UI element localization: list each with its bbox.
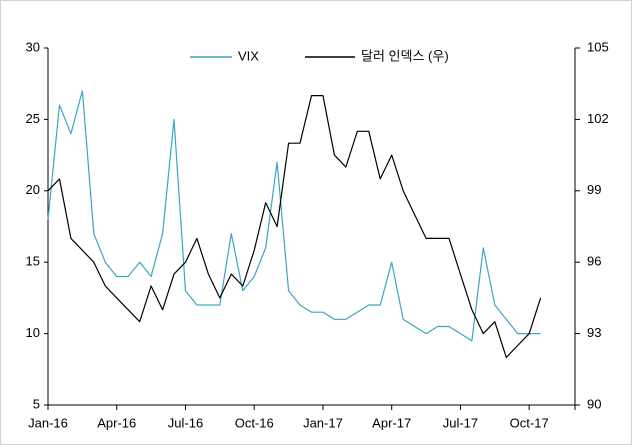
x-tick-label: Jan-16 <box>28 415 68 430</box>
x-tick-label: Apr-16 <box>97 415 136 430</box>
x-tick-label: Apr-17 <box>372 415 411 430</box>
y2-tick-label: 90 <box>587 396 601 411</box>
y-tick-label: 30 <box>26 39 40 54</box>
y-tick-label: 15 <box>26 254 40 269</box>
y2-tick-label: 99 <box>587 182 601 197</box>
y2-tick-label: 102 <box>587 111 609 126</box>
y-tick-label: 20 <box>26 182 40 197</box>
series-line <box>47 95 542 358</box>
legend-label: VIX <box>238 48 259 63</box>
series-line <box>47 90 541 342</box>
y2-tick-label: 96 <box>587 254 601 269</box>
x-tick-label: Jul-17 <box>443 415 478 430</box>
x-tick-label: Oct-16 <box>235 415 274 430</box>
x-tick-label: Jul-16 <box>168 415 203 430</box>
x-tick-label: Oct-17 <box>510 415 549 430</box>
y2-tick-label: 93 <box>587 325 601 340</box>
y-tick-label: 25 <box>26 111 40 126</box>
y-tick-label: 10 <box>26 325 40 340</box>
x-tick-label: Jan-17 <box>303 415 343 430</box>
legend-label: 달러 인덱스 (우) <box>361 48 449 63</box>
y-tick-label: 5 <box>33 396 40 411</box>
y2-tick-label: 105 <box>587 39 609 54</box>
